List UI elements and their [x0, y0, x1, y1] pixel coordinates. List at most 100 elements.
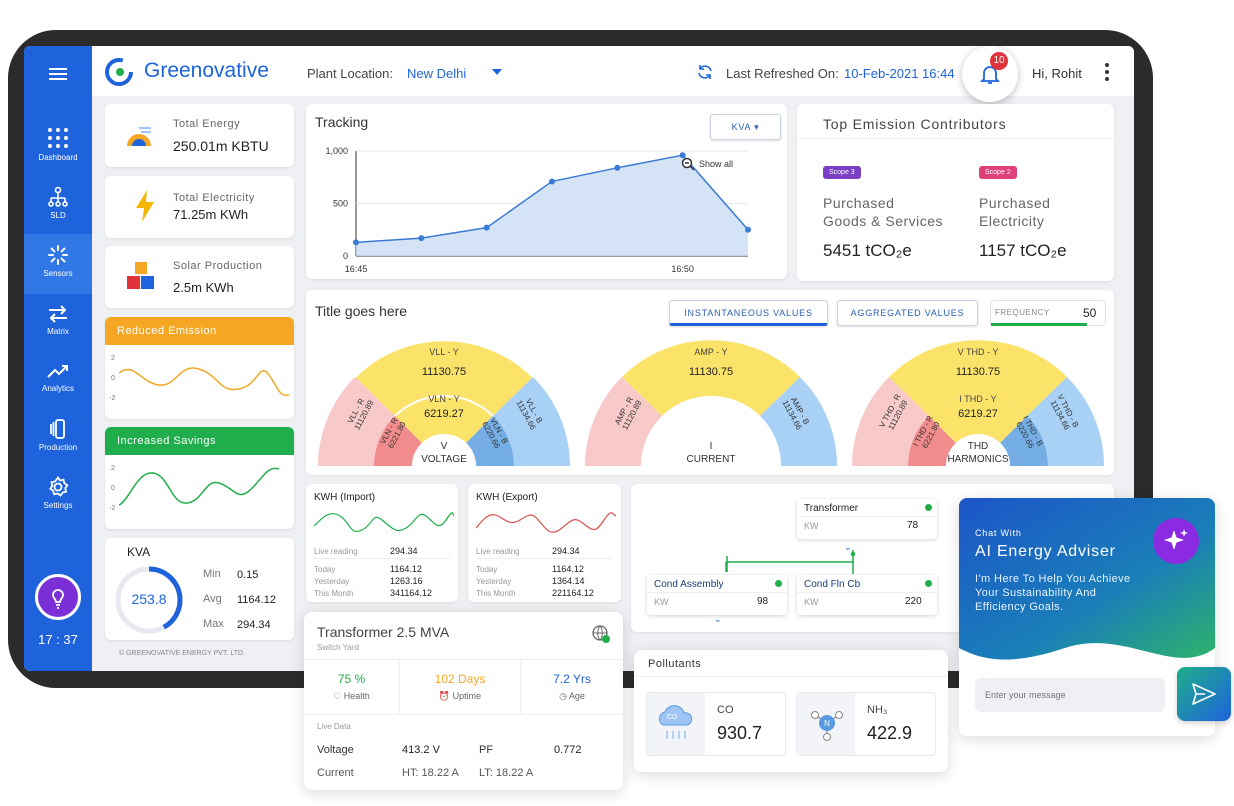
vln-y-value: 6219.27 — [424, 408, 464, 420]
co-label: CO — [717, 704, 734, 716]
data-point — [549, 178, 555, 185]
voltage-fan — [318, 339, 570, 466]
more-vertical-icon[interactable] — [1104, 62, 1110, 82]
refresh-timestamp: 10-Feb-2021 16:44 — [844, 66, 955, 81]
kva-min-label: Min — [203, 568, 221, 580]
plant-location-select[interactable]: New Delhi — [407, 66, 467, 81]
sidebar-item-matrix[interactable]: Matrix — [24, 304, 92, 336]
sld-node-cond-fin[interactable]: Cond Fln Cb KW 220 — [797, 575, 937, 615]
total-electricity-value: 71.25m KWh — [173, 207, 249, 222]
divider — [314, 558, 450, 559]
zoom-icon[interactable] — [681, 157, 695, 171]
aggregated-values-tab[interactable]: AGGREGATED VALUES — [837, 300, 978, 326]
nh3-label: NH₃ — [867, 704, 888, 716]
sidebar-item-sld[interactable]: SLD — [24, 186, 92, 220]
voltage-caption: VOLTAGE — [421, 454, 467, 465]
kwh-import-card: KWH (Import) Live reading 294.34 Today 1… — [306, 484, 458, 602]
import-yesterday-value: 1263.16 — [390, 576, 423, 586]
live-data-label: Live Data — [317, 722, 351, 731]
sidebar-item-label: Production — [38, 443, 78, 452]
import-yesterday-label: Yesterday — [314, 577, 350, 586]
transformer-node-value: 78 — [907, 520, 919, 531]
hamburger-icon — [49, 68, 67, 80]
x-tick-label: 16:50 — [671, 264, 694, 274]
instantaneous-values-tab[interactable]: INSTANTANEOUS VALUES — [669, 300, 828, 326]
export-live-label: Live reading — [476, 547, 520, 556]
transformer-subtitle: Switch Yard — [317, 643, 359, 652]
expand-chevron-icon[interactable]: ⌄ — [714, 614, 722, 624]
current-symbol: I — [709, 441, 713, 452]
vll-y-label: VLL - Y — [429, 347, 459, 357]
health-value: 75 % — [337, 672, 366, 686]
ai-bulb-button[interactable] — [35, 574, 81, 620]
vll-y-value: 11130.75 — [421, 366, 467, 378]
chat-message-input[interactable] — [975, 678, 1165, 712]
x-tick-label: 16:45 — [345, 264, 368, 274]
voltage-value: 413.2 V — [402, 744, 440, 756]
vthd-y-label: V THD - Y — [957, 347, 999, 357]
sidebar-item-production[interactable]: Production — [24, 418, 92, 452]
kva-title: KVA — [127, 545, 151, 559]
sparkle-avatar — [1153, 518, 1199, 564]
total-energy-label: Total Energy — [173, 118, 241, 130]
menu-button[interactable] — [24, 66, 92, 85]
health-label-text: Health — [343, 691, 370, 701]
sld-node-transformer[interactable]: Transformer KW 78 — [797, 499, 937, 539]
voltage-symbol: V — [440, 441, 448, 452]
chat-send-button[interactable] — [1177, 667, 1231, 721]
nh3-value: 422.9 — [867, 723, 913, 743]
panel-title: Title goes here — [315, 303, 408, 319]
data-point — [745, 226, 751, 233]
y-tick-label: 1,000 — [325, 146, 348, 156]
status-dot — [925, 580, 932, 587]
fan-gauges — [318, 339, 1104, 466]
health-label: ♡ Health — [333, 691, 370, 701]
kwh-export-title: KWH (Export) — [476, 492, 538, 503]
refresh-icon[interactable] — [696, 63, 714, 81]
globe-icon[interactable] — [591, 624, 611, 644]
kwh-export-sparkline — [476, 512, 616, 533]
user-greeting[interactable]: Hi, Rohit — [1032, 66, 1082, 81]
tracking-chart: 1,000 500 0 16:45 16:50 — [325, 146, 751, 274]
show-all-link[interactable]: Show all — [699, 159, 734, 169]
solar-production-value: 2.5m KWh — [173, 280, 234, 295]
solar-production-card: Solar Production 2.5m KWh — [105, 246, 294, 308]
data-point — [483, 224, 490, 231]
tracking-title: Tracking — [315, 114, 369, 130]
total-energy-card: Total Energy 250.01m KBTU — [105, 104, 294, 167]
kva-max-label: Max — [203, 618, 224, 630]
kva-ring-gauge — [115, 566, 183, 634]
sld-node-cond-assembly[interactable]: Cond Assembly KW 98 — [647, 575, 787, 615]
chevron-down-icon[interactable] — [492, 69, 502, 75]
total-electricity-label: Total Electricity — [173, 192, 255, 204]
divider — [797, 516, 937, 517]
divider — [304, 714, 623, 715]
reduced-emission-card: Reduced Emission 2 0 -2 — [105, 317, 294, 419]
sidebar-item-analytics[interactable]: Analytics — [24, 361, 92, 393]
vthd-y-value: 11130.75 — [955, 366, 1001, 378]
sidebar-item-dashboard[interactable]: Dashboard — [24, 126, 92, 162]
greenovative-logo — [105, 58, 133, 86]
frequency-meter: FREQUENCY 50 — [990, 300, 1106, 326]
top-emission-title: Top Emission Contributors — [823, 116, 1007, 132]
cond-assembly-value: 98 — [757, 596, 769, 607]
data-point — [679, 152, 686, 159]
molecule-icon: N — [811, 711, 843, 741]
kva-gauge-card: KVA 253.8 Min 0.15 Avg 1164.12 Max 294.3… — [105, 538, 294, 640]
brand-name: Greenovative — [144, 59, 269, 82]
expand-chevron-icon[interactable]: ⌄ — [844, 542, 852, 552]
top-header: Greenovative Plant Location: New Delhi L… — [92, 46, 1134, 102]
sidebar-item-label: SLD — [50, 211, 66, 220]
sidebar-item-label: Analytics — [41, 384, 74, 393]
age-label: ◷ Age — [559, 691, 585, 701]
tick-label: 2 — [111, 355, 115, 362]
send-icon — [1192, 683, 1216, 705]
notification-button[interactable]: 10 — [962, 46, 1018, 102]
sidebar-item-sensors[interactable]: Sensors — [24, 234, 92, 294]
import-live-value: 294.34 — [390, 546, 418, 556]
transformer-card: Transformer 2.5 MVA Switch Yard 75 % ♡ H… — [304, 612, 623, 790]
y-tick-label: 500 — [333, 199, 348, 209]
sidebar-item-settings[interactable]: Settings — [24, 476, 92, 510]
data-point — [353, 239, 359, 246]
tracking-unit-select[interactable]: KVA ▾ — [710, 114, 781, 140]
